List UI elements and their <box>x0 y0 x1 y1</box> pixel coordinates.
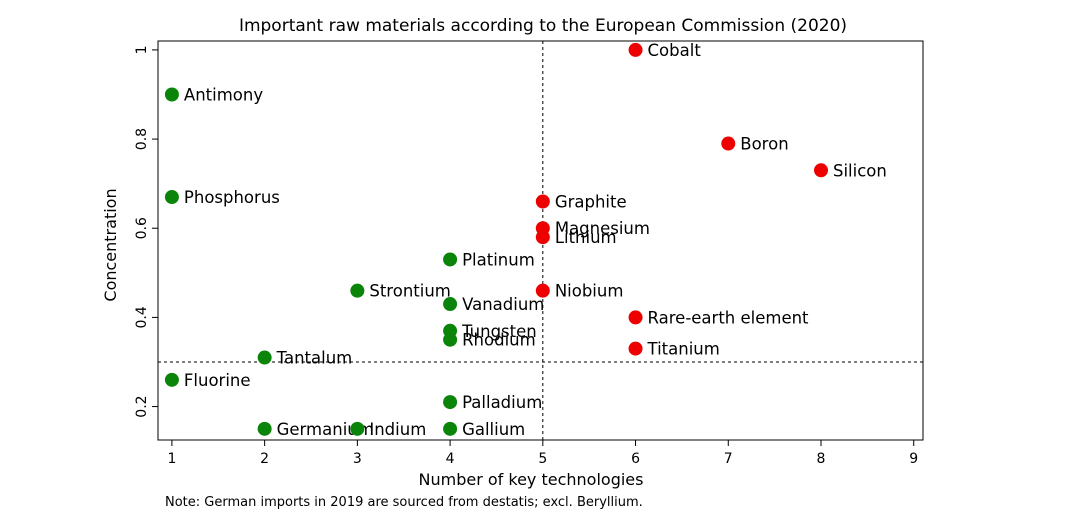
data-point <box>443 297 458 312</box>
data-point <box>443 252 458 267</box>
data-point <box>443 332 458 347</box>
point-label: Graphite <box>555 192 627 211</box>
point-label: Gallium <box>462 420 525 439</box>
data-point <box>350 283 365 298</box>
x-tick-label: 3 <box>353 451 362 467</box>
y-axis-title: Concentration <box>101 188 120 301</box>
x-axis-title: Number of key technologies <box>419 470 644 489</box>
x-tick-label: 2 <box>260 451 269 467</box>
x-tick-label: 1 <box>167 451 176 467</box>
point-label: Fluorine <box>184 371 251 390</box>
y-tick-label: 0.2 <box>134 395 150 417</box>
x-tick-label: 7 <box>724 451 733 467</box>
point-label: Tungsten <box>461 322 537 341</box>
y-tick-label: 0.8 <box>134 128 150 150</box>
point-label: Niobium <box>555 282 624 301</box>
y-tick-label: 0.4 <box>134 306 150 328</box>
data-point <box>628 341 643 356</box>
x-tick-label: 9 <box>909 451 918 467</box>
x-tick-label: 5 <box>538 451 547 467</box>
x-tick-label: 4 <box>446 451 455 467</box>
point-label: Lithium <box>555 228 617 247</box>
y-tick-label: 0.6 <box>134 217 150 239</box>
data-point <box>164 87 179 102</box>
x-tick-label: 6 <box>631 451 640 467</box>
data-point <box>164 190 179 205</box>
plot-area: 1 2 3 4 5 6 7 8 9 0.2 0.4 0.6 0.8 1 Cobalt Boron Silicon… <box>134 40 924 467</box>
data-point <box>164 372 179 387</box>
point-label: Tantalum <box>276 349 353 368</box>
point-label: Vanadium <box>462 295 544 314</box>
y-tick-label: 1 <box>134 45 150 54</box>
source-note: Note: German imports in 2019 are sourced… <box>165 495 643 510</box>
point-label: Palladium <box>462 393 542 412</box>
data-point <box>257 421 272 436</box>
point-label: Cobalt <box>648 41 702 60</box>
data-point <box>443 421 458 436</box>
data-point <box>535 283 550 298</box>
data-point <box>628 42 643 57</box>
point-label: Germanium <box>277 420 374 439</box>
data-point <box>628 310 643 325</box>
point-label: Indium <box>369 420 426 439</box>
data-point <box>350 421 365 436</box>
chart-title: Important raw materials according to the… <box>239 16 847 36</box>
point-label: Boron <box>740 135 788 154</box>
plot-frame <box>157 40 924 441</box>
data-point <box>535 230 550 245</box>
data-point <box>814 163 828 178</box>
point-label: Titanium <box>647 340 720 359</box>
data-point <box>257 350 272 365</box>
x-tick-label: 8 <box>817 451 826 467</box>
point-label: Antimony <box>184 85 263 104</box>
data-point <box>535 194 550 209</box>
point-label: Silicon <box>833 161 887 180</box>
data-point <box>443 395 458 410</box>
point-label: Rhodium <box>462 331 536 350</box>
point-label: Rare-earth element <box>648 308 810 327</box>
point-label: Phosphorus <box>184 188 280 207</box>
data-point <box>721 136 736 151</box>
point-label: Magnesium <box>555 219 650 238</box>
point-label: Platinum <box>462 250 535 269</box>
point-label: Strontium <box>369 282 451 301</box>
